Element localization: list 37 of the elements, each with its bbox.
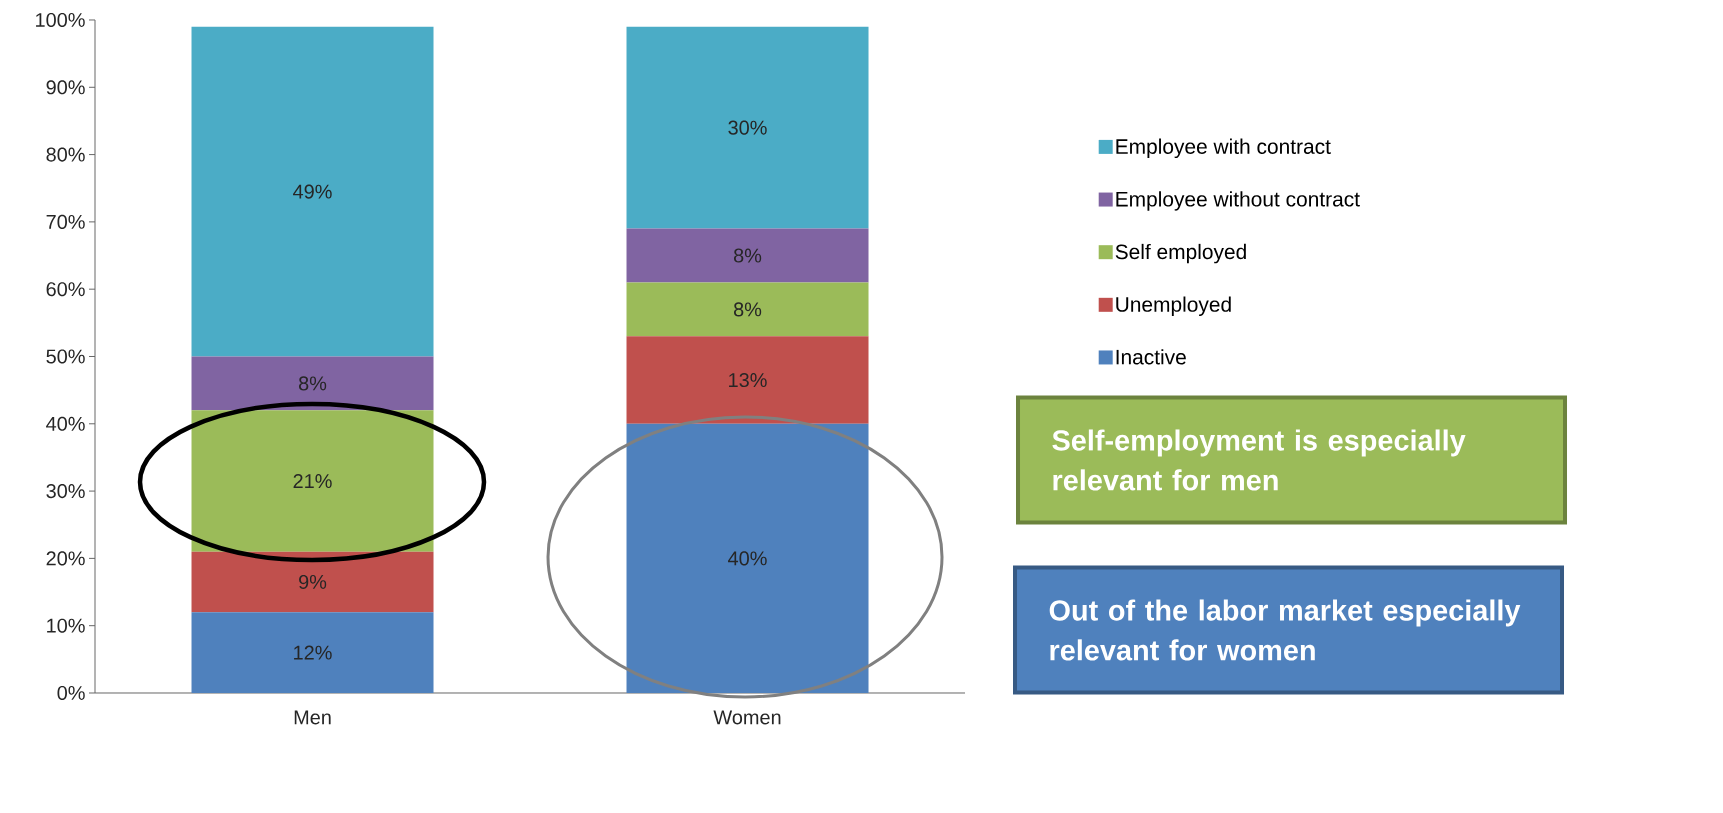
y-tick-label: 80% [46,147,85,162]
bar [626,26,869,229]
y-tick-label: 10% [47,618,85,633]
data-label: 21% [293,473,332,488]
y-tick-label: 20% [46,551,85,566]
bar [626,336,869,424]
x-tick-label: Men [294,710,331,725]
y-tick-label: 30% [46,484,85,499]
data-label: 9% [299,574,327,589]
bar [626,282,869,337]
y-tick-label: 50% [46,349,85,364]
bar [191,26,434,357]
y-tick-label: 100% [36,12,85,28]
y-tick-label: 70% [46,214,85,229]
y-tick-label: 0% [57,685,85,701]
bar [626,228,869,283]
bar [626,423,869,693]
data-label: 8% [733,302,762,317]
data-label: 8% [298,376,327,391]
data-label: 30% [728,120,767,135]
legend-label: Inactive [1116,349,1186,365]
text: Out of the labor market especially relevant for women [1049,599,1521,661]
data-label: 8% [733,248,762,263]
y-tick-label: 90% [46,80,85,95]
y-tick-label: 40% [46,416,85,431]
legend-label: Employee with contract [1116,138,1331,159]
x-tick-label: Women [713,710,781,725]
data-label: 13% [729,373,767,388]
legend-label: Self employed [1115,243,1246,264]
data-label: 12% [294,645,332,660]
bar [191,612,434,693]
legend-label: Unemployed [1116,296,1231,316]
data-label: 49% [293,184,332,199]
y-tick-label: 60% [46,282,85,297]
text: Self-employment is especially relevant for men [1052,429,1466,491]
data-label: 40% [728,551,767,566]
legend-label: Employee without contract [1116,191,1360,211]
